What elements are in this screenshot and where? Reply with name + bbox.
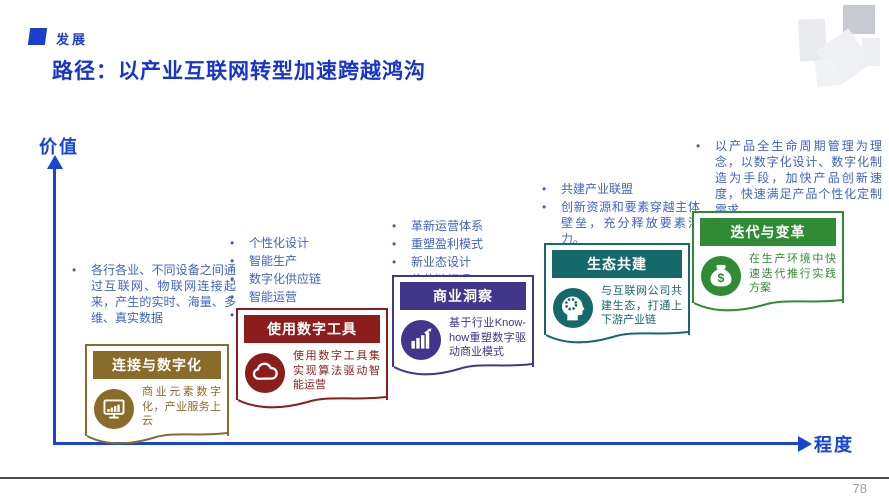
bullet-item: 各行各业、不同设备之间通过互联网、物联网连接起来，产生的实时、海量、多维、真实数… xyxy=(68,262,236,326)
stage-card-iteration-change: 迭代与变革 $ 在生产环境中快速迭代推行实践方案 xyxy=(692,211,844,303)
stage-card-title: 生态共建 xyxy=(552,250,682,278)
monitor-chart-icon xyxy=(93,388,135,430)
footer-divider xyxy=(0,477,889,479)
section-marker-icon xyxy=(27,28,48,45)
bullet-item: 以产品全生命周期管理为理念，以数字化设计、数字化制造为手段，加快产品创新速度，快… xyxy=(692,138,882,218)
bullet-item: 革新运营体系 xyxy=(388,218,533,234)
stage-card-description: 在生产环境中快速迭代推行实践方案 xyxy=(749,253,836,295)
stage1-bullet-list: 各行各业、不同设备之间通过互联网、物联网连接起来，产生的实时、海量、多维、真实数… xyxy=(68,262,236,328)
x-axis-label: 程度 xyxy=(814,435,854,455)
stage4-bullet-list: 共建产业联盟 创新资源和要素穿越主体壁垒，充分释放要素活力。 xyxy=(538,181,700,249)
ribbon-wave xyxy=(87,424,227,446)
y-axis-arrow-icon xyxy=(47,155,63,169)
decor-square-icon xyxy=(814,58,840,88)
stage-card-connect-digitize: 连接与数字化 商业元素数字化，产业服务上云 xyxy=(85,344,229,436)
ribbon-wave xyxy=(394,355,532,377)
bullet-item: 智能运营 xyxy=(226,289,376,305)
stage-card-title: 商业洞察 xyxy=(400,282,526,310)
section-label: 发展 xyxy=(56,32,89,47)
stage-card-digital-tools: 使用数字工具 使用数字工具集实现算法驱动智能运营 xyxy=(236,308,388,400)
stage-card-description: 基于行业Know-how重塑数字驱动商业模式 xyxy=(449,317,526,359)
bullet-item: 个性化设计 xyxy=(226,235,376,251)
stage-card-description: 商业元素数字化，产业服务上云 xyxy=(142,386,221,428)
page-number: 78 xyxy=(852,481,867,496)
bullet-item: 重塑盈利模式 xyxy=(388,236,533,252)
bullet-item: 创新资源和要素穿越主体壁垒，充分释放要素活力。 xyxy=(538,199,700,247)
ribbon-wave xyxy=(238,388,386,410)
bullet-item: 新业态设计 xyxy=(388,254,533,270)
page-title: 路径：以产业互联网转型加速跨越鸿沟 xyxy=(52,60,426,83)
x-axis-arrow-icon xyxy=(798,436,812,452)
bullet-item: 共建产业联盟 xyxy=(538,181,700,197)
stage5-bullet-list: 以产品全生命周期管理为理念，以数字化设计、数字化制造为手段，加快产品创新速度，快… xyxy=(692,138,882,220)
bullet-item: 数字化供应链 xyxy=(226,271,376,287)
money-bag-icon: $ xyxy=(700,255,742,297)
ribbon-wave xyxy=(694,291,842,313)
growth-bar-chart-icon xyxy=(400,319,442,361)
stage-card-description: 使用数字工具集实现算法驱动智能运营 xyxy=(293,350,380,392)
x-axis-line xyxy=(53,442,801,445)
stage-card-ecosystem: 生态共建 与互联网公司共建生态，打通上下游产业链 xyxy=(544,243,690,335)
stage-card-title: 迭代与变革 xyxy=(700,218,836,246)
ribbon-wave xyxy=(546,323,688,345)
bullet-item: 智能生产 xyxy=(226,253,376,269)
head-gear-icon xyxy=(552,287,594,329)
stage-card-title: 使用数字工具 xyxy=(244,315,380,343)
svg-text:$: $ xyxy=(718,271,725,285)
cloud-icon xyxy=(244,352,286,394)
decor-square-icon xyxy=(862,38,880,66)
y-axis-label: 价值 xyxy=(39,137,79,157)
stage-card-description: 与互联网公司共建生态，打通上下游产业链 xyxy=(601,285,682,327)
stage-card-title: 连接与数字化 xyxy=(93,351,221,379)
stage-card-business-insight: 商业洞察 基于行业Know-how重塑数字驱动商业模式 xyxy=(392,275,534,367)
y-axis-line xyxy=(53,168,56,444)
